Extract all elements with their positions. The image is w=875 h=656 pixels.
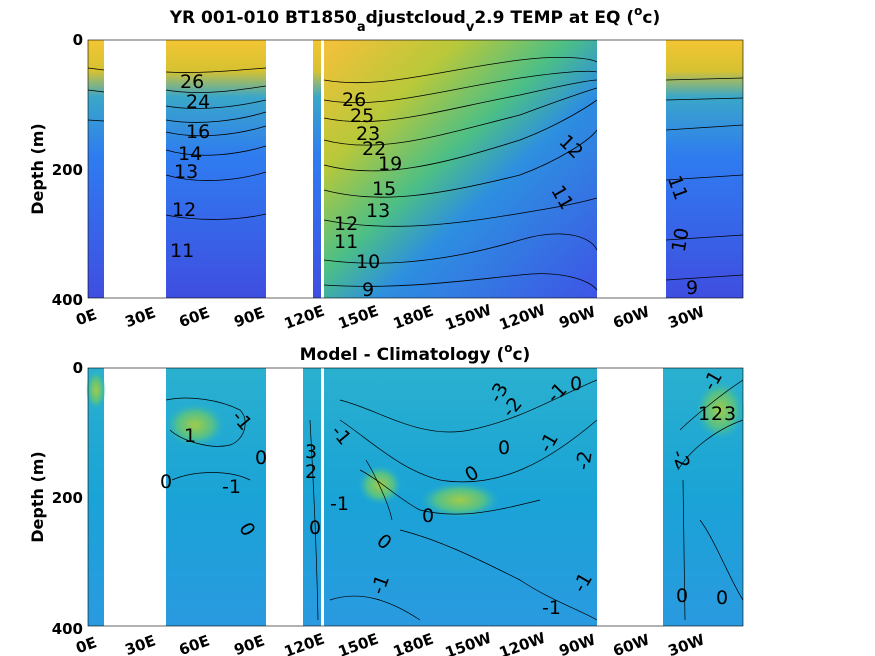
panel2-xtick: 30W (666, 630, 708, 656)
contour-label: 0 (422, 505, 434, 527)
contour-label: 26 (180, 71, 204, 93)
panel1-ytick: 400 (52, 291, 83, 309)
panel2-xtick: 0E (73, 633, 99, 656)
contour-label: 1 (184, 425, 196, 447)
panel2-xtick: 30E (123, 632, 158, 656)
panel1-field-atlantic (666, 40, 743, 298)
contour-label: 12 (172, 199, 196, 221)
contour-label: 2 (711, 403, 723, 425)
contour-label: 0 (570, 373, 582, 395)
panel1-axes-box (87, 39, 744, 299)
panel2-ytick: 200 (52, 489, 83, 507)
panel2-anomaly-blob (695, 380, 745, 440)
contour-label: 0 (498, 437, 510, 459)
panel1-xtick: 60W (611, 302, 653, 332)
contour-label: 10 (356, 251, 380, 273)
panel1-field-maritime (313, 40, 321, 298)
panel1-xtick: 30E (123, 304, 158, 332)
panel2-xtick: 180E (391, 630, 436, 656)
panel2-ylabel: Depth (m) (28, 451, 47, 543)
panel2-xtick: 60E (177, 632, 212, 656)
contour-label: -2 (572, 449, 597, 471)
panel2-contour-lines (165, 379, 744, 621)
contour-label: 11 (334, 231, 358, 253)
panel2-ytick: 0 (73, 359, 83, 377)
panel2-anomaly-blob (420, 482, 500, 518)
contour-label: 9 (686, 277, 698, 299)
contour-label: 11 (170, 240, 194, 262)
panel1-field-indian (88, 40, 104, 298)
panel1-title: YR 001-010 BT1850adjustcloudv2.9 TEMP at… (169, 4, 661, 35)
contour-label: 2 (305, 461, 317, 483)
panel2-xtick: 90W (557, 630, 599, 656)
contour-label: 10 (668, 226, 694, 254)
contour-label: 1 (698, 403, 710, 425)
contour-label: -1 (222, 476, 241, 498)
panel2-anomaly-blob (86, 370, 106, 410)
contour-label: 3 (724, 403, 736, 425)
panel2-xtick: 150W (443, 629, 495, 656)
panel1-plot-area: 26 24 16 14 13 12 11 26 25 23 22 19 15 1… (87, 39, 744, 301)
panel1-xtick: 0E (73, 305, 99, 329)
panel1-contour-lines (87, 57, 744, 291)
panel1-xtick: 150W (443, 301, 495, 334)
contour-label: 15 (372, 178, 396, 200)
panel1-xtick: 90W (557, 302, 599, 332)
panel2-xticks: 0E 30E 60E 90E 120E 150E 180E 150W 120W … (73, 629, 707, 656)
panel2-xtick: 150E (336, 630, 381, 656)
contour-label: 0 (676, 585, 688, 607)
contour-label: 13 (174, 161, 198, 183)
panel2-title: Model - Climatology (oc) (300, 341, 531, 365)
contour-label: 9 (362, 279, 374, 301)
contour-label: 19 (378, 153, 402, 175)
panel1-ytick: 200 (52, 161, 83, 179)
contour-label: 3 (305, 441, 317, 463)
panel2-plot-area: 1 -1 0 0 -1 0 3 2 0 -1 -1 0 0 -1 0 -2 0 … (86, 367, 745, 627)
panel1-ytick: 0 (73, 31, 83, 49)
panel1-xtick: 30W (666, 302, 708, 332)
contour-label: 22 (362, 138, 386, 160)
panel1-xtick: 150E (336, 302, 381, 333)
panel2-anomaly-blob (165, 403, 225, 447)
panel1-xticks: 0E 30E 60E 90E 120E 150E 180E 150W 120W … (73, 301, 707, 334)
contour-label: 26 (342, 89, 366, 111)
contour-label: 12 (334, 213, 358, 235)
panel2-ytick: 400 (52, 620, 83, 638)
panel1-xtick: 180E (391, 302, 436, 333)
panel2-axes-box (87, 367, 744, 627)
contour-label: -1 (542, 597, 561, 619)
panel1-xtick: 60E (177, 304, 212, 332)
panel1-xtick: 90E (232, 304, 267, 332)
contour-label: 0 (160, 471, 172, 493)
contour-label: 0 (309, 517, 321, 539)
panel1-field-indian-east (166, 40, 266, 298)
contour-label: 16 (186, 121, 210, 143)
contour-label: 0 (255, 447, 267, 469)
panel2-xtick: 60W (611, 630, 653, 656)
contour-label: -1 (330, 493, 349, 515)
contour-label: 25 (350, 105, 374, 127)
contour-label: 0 (716, 587, 728, 609)
panel2-field-maritime (303, 368, 321, 626)
panel2-xtick: 120W (497, 629, 549, 656)
panel1-xtick: 120E (282, 302, 327, 333)
contour-label: 14 (178, 143, 202, 165)
panel2-xtick: 120E (282, 630, 327, 656)
contour-label: 13 (366, 200, 390, 222)
panel2-anomaly-blob (358, 465, 402, 505)
contour-label: 24 (186, 91, 210, 113)
panel2-xtick: 90E (232, 632, 267, 656)
panel2-field-indian (88, 368, 104, 626)
panel1-ylabel: Depth (m) (28, 123, 47, 215)
panel1-xtick: 120W (497, 301, 549, 334)
contour-label: 23 (356, 123, 380, 145)
